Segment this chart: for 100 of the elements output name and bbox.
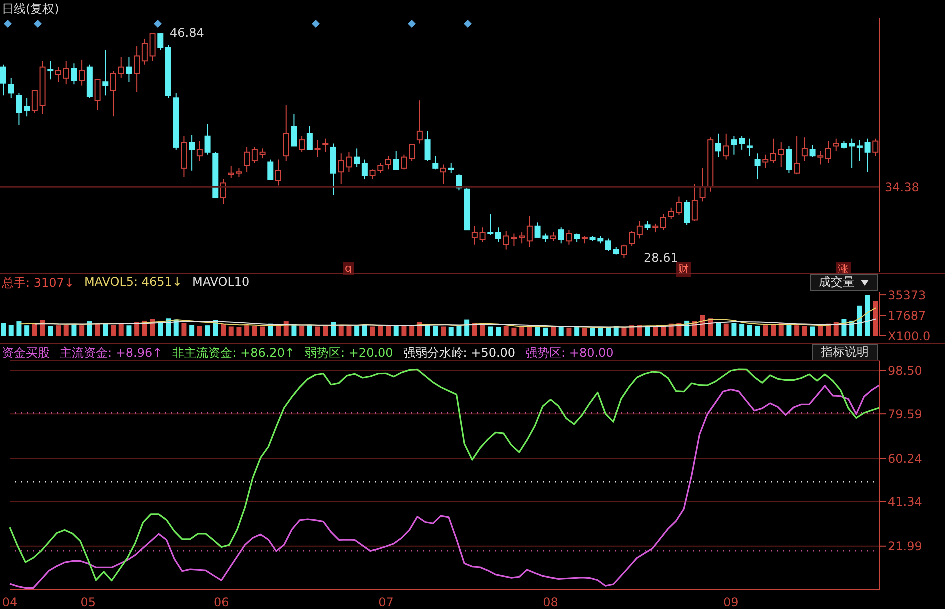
bar: [520, 327, 525, 336]
candlestick: [220, 179, 226, 205]
bar: [480, 325, 486, 336]
bar: [716, 322, 721, 336]
bar: [378, 326, 384, 336]
bar: [142, 320, 148, 336]
bar: [543, 328, 548, 336]
candlestick: [723, 133, 730, 160]
candlestick: [762, 154, 769, 169]
line-series: [34, 318, 877, 328]
bar: [228, 326, 234, 336]
candlestick: [818, 150, 824, 166]
bar: [16, 322, 22, 336]
candlestick: [786, 146, 792, 174]
bar: [582, 328, 588, 336]
text: 资金买股: [2, 345, 50, 361]
candlestick: [802, 137, 808, 162]
candlestick: [480, 227, 486, 243]
bar: [606, 327, 611, 336]
bar: [8, 325, 14, 336]
bar: [857, 306, 862, 336]
text: 指标说明: [821, 344, 869, 361]
candlestick: [134, 46, 140, 92]
bar: [700, 315, 706, 336]
candlestick: [526, 216, 533, 248]
candlestick: [833, 138, 840, 152]
candlestick: [276, 159, 282, 186]
candlestick: [826, 140, 832, 164]
bar: [394, 326, 399, 336]
candlestick: [322, 138, 329, 153]
candlestick: [692, 184, 698, 222]
bar: [574, 326, 580, 336]
bar: [786, 325, 792, 336]
bar: [80, 326, 85, 336]
candlestick: [252, 146, 258, 164]
bar: [315, 326, 320, 336]
bar: [205, 326, 210, 336]
candlestick: [409, 144, 416, 162]
candlestick: [56, 66, 62, 83]
candlestick: [629, 230, 636, 247]
y-tick-label: 35373: [888, 288, 926, 302]
bar: [300, 326, 305, 336]
candlestick: [79, 59, 86, 86]
bar: [410, 325, 415, 336]
candlestick: [196, 140, 203, 162]
bar: [236, 327, 242, 336]
bar: [307, 325, 312, 336]
candlestick: [716, 133, 722, 158]
bar: [865, 295, 870, 336]
candlestick: [150, 34, 156, 62]
candlestick: [126, 56, 132, 83]
bar: [794, 326, 800, 336]
bar: [126, 326, 132, 336]
text: 主流资金: +8.96↑: [60, 345, 163, 361]
candlestick: [660, 214, 666, 231]
bar: [630, 326, 635, 336]
bar: [566, 328, 572, 336]
candlestick: [260, 148, 266, 160]
candlestick: [16, 92, 22, 126]
candlestick: [448, 162, 454, 174]
candlestick: [386, 156, 392, 170]
bar: [771, 324, 776, 336]
bar: [535, 326, 540, 336]
bar: [747, 325, 752, 336]
candlestick: [24, 98, 30, 118]
bar: [32, 324, 38, 336]
x-tick-label: 08: [543, 596, 558, 609]
bar: [323, 326, 328, 336]
text: 非主流资金: +86.20↑: [172, 345, 296, 361]
candlestick: [204, 124, 211, 156]
x-tick-label: 05: [80, 596, 96, 609]
annotation: 28.61: [643, 251, 679, 265]
bar: [252, 326, 258, 336]
candlestick: [746, 138, 753, 157]
bar: [354, 326, 360, 336]
bar: [182, 323, 187, 336]
bar: [402, 326, 407, 336]
bar: [362, 325, 368, 336]
candlestick: [770, 138, 776, 164]
candlestick: [849, 138, 856, 169]
bar: [158, 322, 164, 336]
candlestick: [142, 38, 148, 66]
candlestick: [621, 244, 628, 259]
chart-title: 日线(复权): [2, 1, 60, 17]
candlestick: [606, 238, 612, 252]
bar: [284, 322, 289, 336]
bar: [72, 324, 77, 336]
x-tick-label: 09: [723, 596, 739, 609]
text: 强势区: +80.00: [526, 345, 614, 361]
bar: [818, 326, 824, 336]
y-tick-label: 60.24: [888, 452, 922, 466]
annotation: 46.84: [169, 26, 206, 40]
candlestick: [496, 227, 502, 243]
y-tick-label: 21.99: [888, 540, 922, 554]
candlestick: [778, 142, 784, 168]
candlestick: [810, 144, 816, 158]
bar: [370, 326, 376, 336]
bar: [346, 326, 352, 336]
candlestick: [362, 159, 368, 180]
bar: [558, 327, 564, 336]
